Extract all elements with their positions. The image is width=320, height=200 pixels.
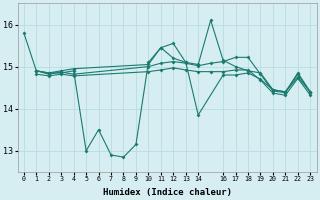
X-axis label: Humidex (Indice chaleur): Humidex (Indice chaleur) [103, 188, 232, 197]
